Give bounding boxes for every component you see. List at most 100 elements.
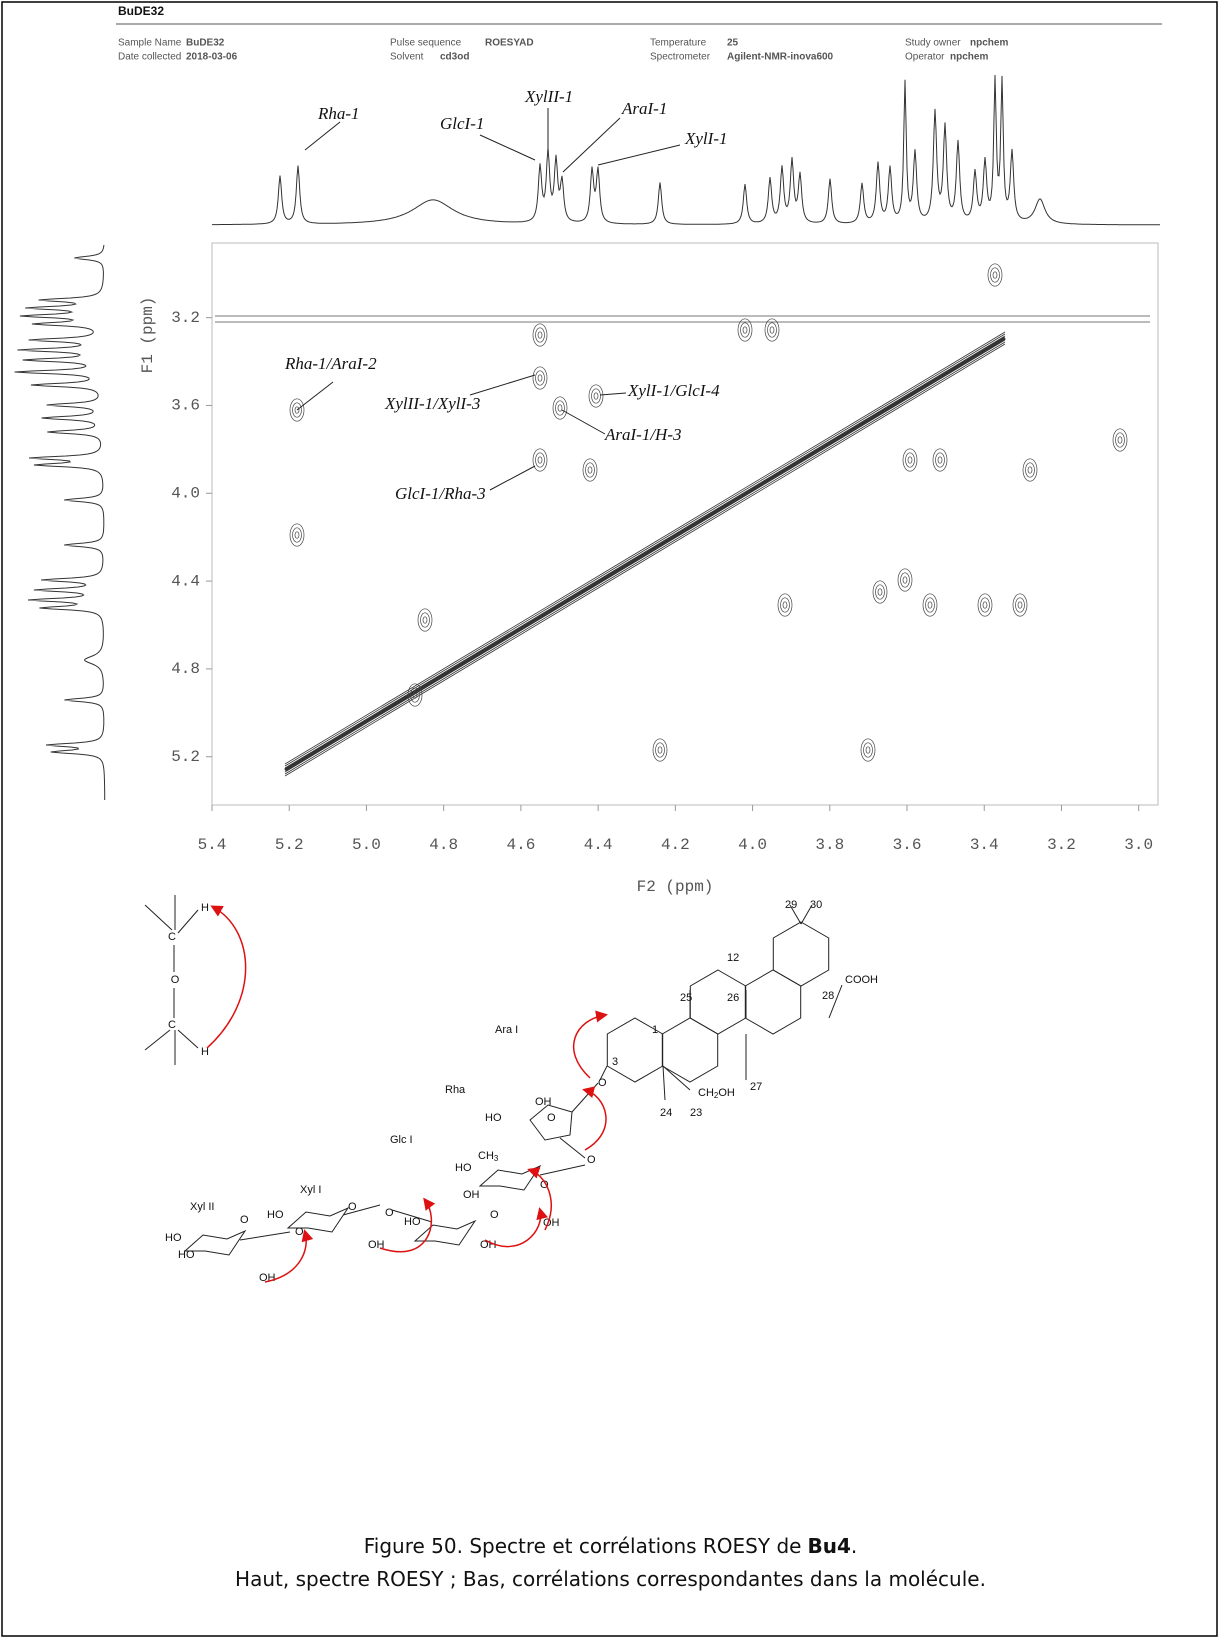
x-tick-label: 4.4 <box>584 836 613 854</box>
roe-arrow <box>582 1086 607 1151</box>
x-tick-label: 3.8 <box>815 836 844 854</box>
cross-peak-annotation: AraI-1/H-3 <box>604 425 681 444</box>
cross-peak-contour <box>982 601 988 609</box>
cross-peak-contour <box>764 318 780 342</box>
peak-annotation: GlcI-1 <box>440 114 484 133</box>
sugar-ring <box>529 1104 573 1141</box>
cross-peak-contour <box>532 366 548 390</box>
atom-label: CH2OH <box>698 1087 735 1100</box>
atom-label: 29 <box>785 899 797 911</box>
x-tick-label: 4.8 <box>429 836 458 854</box>
sugar-ring <box>413 1219 477 1246</box>
cross-peak-annotation: XylII-1/XylI-3 <box>384 394 480 413</box>
cross-peak-contour <box>872 580 888 604</box>
cross-peak-contour <box>587 466 593 474</box>
roe-arrow <box>379 1197 436 1253</box>
cross-peak-contour <box>585 462 595 478</box>
cross-peak-contour <box>877 588 883 596</box>
cross-peak-contour <box>1112 428 1128 452</box>
cross-peak-contour <box>289 398 305 422</box>
peak-annotation: AraI-1 <box>621 99 667 118</box>
atom-label: C <box>168 931 176 943</box>
cross-peak-contour <box>927 601 933 609</box>
cross-peak-contour <box>537 331 543 339</box>
atom-label: O <box>547 1112 556 1124</box>
cross-peak-contour <box>593 392 599 400</box>
atom-label: OH <box>535 1096 552 1108</box>
cross-peak-contour <box>552 396 568 420</box>
cross-peak-contour <box>292 527 302 543</box>
atom-label: 3 <box>612 1056 618 1068</box>
roe-arrow <box>206 905 247 1049</box>
atom-label: O <box>587 1154 596 1166</box>
field-value: npchem <box>950 52 988 63</box>
cross-peak-contour <box>294 406 300 414</box>
cross-peak-contour <box>588 384 604 408</box>
bond <box>144 1029 171 1051</box>
cross-peak-contour <box>740 322 750 338</box>
field-value: Agilent-NMR-inova600 <box>727 52 834 63</box>
peak-annotation: XylII-1 <box>524 87 573 106</box>
atom-label-part: 2 <box>714 1091 719 1100</box>
field-label: Temperature <box>650 38 707 49</box>
atom-label: HO <box>178 1249 195 1261</box>
leader-line <box>562 117 621 173</box>
cross-peak-contour <box>294 531 300 539</box>
peak-annotation: XylI-1 <box>684 129 727 148</box>
cross-peak-contour <box>990 267 1000 283</box>
field-label: Spectrometer <box>650 52 711 63</box>
ring <box>772 921 830 987</box>
cross-peak-contour <box>905 452 915 468</box>
cross-peak-contour <box>907 456 913 464</box>
atom-label: CH3 <box>478 1150 499 1163</box>
cross-peak-contour <box>875 584 885 600</box>
caption-text: . <box>850 1534 858 1558</box>
cross-peak-contour <box>535 452 545 468</box>
atom-label-part: OH <box>718 1087 735 1099</box>
cross-peak-contour <box>657 746 663 754</box>
cross-peak-contour <box>292 402 302 418</box>
cross-peak-contour <box>860 738 876 762</box>
cross-peak-contour <box>557 404 563 412</box>
x-tick-label: 3.0 <box>1124 836 1153 854</box>
atom-label: H <box>201 1046 209 1058</box>
cross-peak-contour <box>937 456 943 464</box>
field-value: 25 <box>727 38 739 49</box>
caption: Figure 50. Spectre et corrélations ROESY… <box>0 1530 1221 1596</box>
cross-peak-contour <box>535 327 545 343</box>
atom-label: O <box>490 1209 499 1221</box>
bond <box>662 1065 691 1091</box>
header-title: BuDE32 <box>118 4 164 18</box>
x-tick-label: 3.6 <box>893 836 922 854</box>
y-tick-label: 3.6 <box>171 397 200 415</box>
cross-peak-annotation: XylI-1/GlcI-4 <box>627 381 720 400</box>
atom-label: 30 <box>810 899 822 911</box>
atom-label: H <box>201 902 209 914</box>
atom-label: HO <box>165 1232 182 1244</box>
leader-line <box>296 381 334 411</box>
atom-label-part: 3 <box>494 1154 499 1163</box>
cross-peak-contour <box>412 691 418 699</box>
bond <box>559 1137 586 1159</box>
diagonal-contour <box>284 336 1006 772</box>
cross-peak-contour <box>992 271 998 279</box>
cross-peak-contour <box>410 687 420 703</box>
atom-label: HO <box>455 1162 472 1174</box>
x-axis-title: F2 (ppm) <box>637 878 714 896</box>
bond <box>789 904 802 925</box>
atom-label: OH <box>480 1239 497 1251</box>
cross-peak-contour <box>977 593 993 617</box>
cross-peak-contour <box>1015 597 1025 613</box>
cross-peak-contour <box>767 322 777 338</box>
sugar-label: Rha <box>445 1084 466 1096</box>
leader-line <box>304 121 341 151</box>
field-value: cd3od <box>440 52 469 63</box>
cross-peak-contour <box>863 742 873 758</box>
roe-arrow <box>527 1167 552 1231</box>
field-label: Solvent <box>390 52 424 63</box>
atom-label: 25 <box>680 992 692 1004</box>
atom-label-part: CH <box>478 1150 494 1162</box>
x-tick-label: 5.4 <box>198 836 227 854</box>
cross-peak-contour <box>407 683 423 707</box>
